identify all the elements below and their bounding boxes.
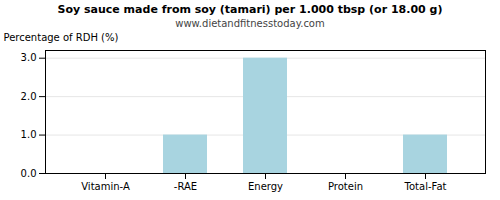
svg-text:-RAE: -RAE bbox=[174, 181, 197, 192]
svg-text:Protein: Protein bbox=[328, 181, 363, 192]
svg-text:0.0: 0.0 bbox=[21, 168, 37, 179]
svg-text:2.0: 2.0 bbox=[21, 91, 37, 102]
svg-text:1.0: 1.0 bbox=[21, 129, 37, 140]
svg-text:Energy: Energy bbox=[248, 181, 283, 192]
svg-text:Percentage of RDH (%): Percentage of RDH (%) bbox=[4, 32, 119, 43]
svg-text:Total-Fat: Total-Fat bbox=[404, 181, 447, 192]
html-text:www.dietandfitnesstoday.com: www.dietandfitnesstoday.com bbox=[175, 18, 325, 29]
svg-text:Vitamin-A: Vitamin-A bbox=[81, 181, 130, 192]
svg-text:3.0: 3.0 bbox=[21, 52, 37, 63]
html-text:Soy sauce made from soy (tamar: Soy sauce made from soy (tamari) per 1.0… bbox=[57, 3, 443, 16]
